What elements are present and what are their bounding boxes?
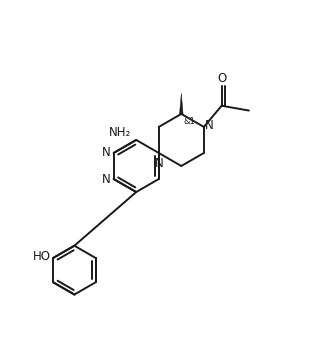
Text: N: N bbox=[102, 172, 111, 186]
Text: HO: HO bbox=[33, 250, 51, 264]
Text: O: O bbox=[217, 72, 226, 85]
Text: N: N bbox=[154, 157, 163, 170]
Text: N: N bbox=[102, 147, 111, 159]
Text: &1: &1 bbox=[184, 117, 196, 126]
Polygon shape bbox=[179, 93, 183, 114]
Text: NH₂: NH₂ bbox=[109, 126, 131, 139]
Text: N: N bbox=[205, 119, 213, 132]
